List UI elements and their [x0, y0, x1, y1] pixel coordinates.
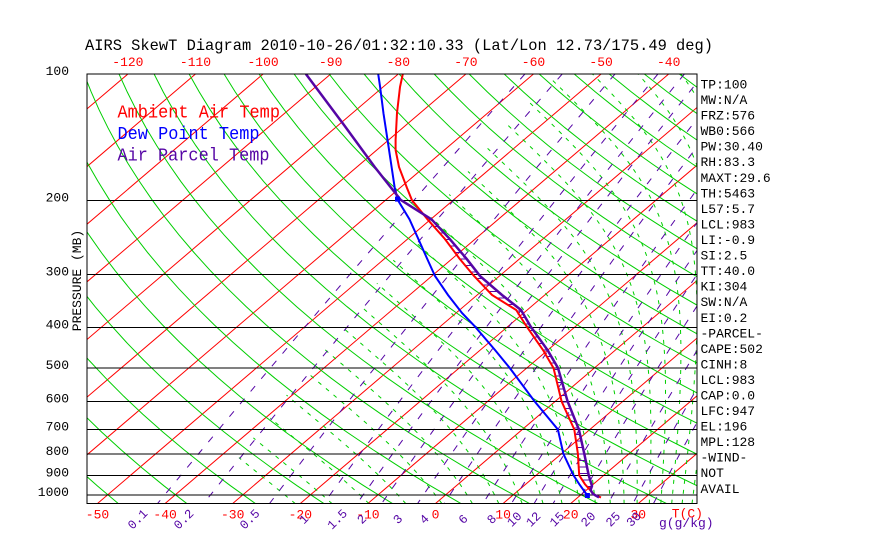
- svg-text:-110: -110: [180, 55, 211, 70]
- svg-text:Air Parcel Temp: Air Parcel Temp: [118, 146, 270, 167]
- svg-text:RH:83.3: RH:83.3: [701, 155, 756, 170]
- svg-text:L57:5.7: L57:5.7: [701, 202, 756, 217]
- svg-text:LCL:983: LCL:983: [701, 218, 756, 233]
- svg-text:SW:N/A: SW:N/A: [701, 295, 748, 310]
- svg-text:800: 800: [46, 444, 69, 459]
- svg-text:FRZ:576: FRZ:576: [701, 109, 756, 124]
- svg-text:20: 20: [563, 508, 579, 523]
- svg-text:-120: -120: [112, 55, 143, 70]
- svg-text:30: 30: [630, 508, 646, 523]
- svg-text:-40: -40: [153, 508, 176, 523]
- svg-text:SI:2.5: SI:2.5: [701, 249, 748, 264]
- svg-text:-WIND-: -WIND-: [701, 451, 748, 466]
- svg-text:Ambient Air Temp: Ambient Air Temp: [118, 103, 281, 124]
- svg-text:NOT: NOT: [701, 466, 725, 481]
- svg-text:EI:0.2: EI:0.2: [701, 311, 748, 326]
- svg-text:700: 700: [46, 420, 69, 435]
- svg-text:-80: -80: [387, 55, 410, 70]
- svg-text:100: 100: [46, 64, 69, 79]
- svg-text:WB0:566: WB0:566: [701, 124, 756, 139]
- svg-text:AIRS SkewT Diagram 2010-10-26/: AIRS SkewT Diagram 2010-10-26/01:32:10.3…: [85, 37, 713, 55]
- svg-text:Dew Point Temp: Dew Point Temp: [118, 124, 260, 145]
- svg-text:LI:-0.9: LI:-0.9: [701, 233, 756, 248]
- svg-text:CINH:8: CINH:8: [701, 357, 748, 372]
- svg-text:-50: -50: [589, 55, 612, 70]
- svg-text:KI:304: KI:304: [701, 280, 748, 295]
- svg-text:EL:196: EL:196: [701, 420, 748, 435]
- svg-text:-10: -10: [356, 508, 379, 523]
- svg-text:-100: -100: [247, 55, 278, 70]
- svg-text:T(C): T(C): [672, 507, 703, 522]
- svg-text:-30: -30: [221, 508, 244, 523]
- svg-text:AVAIL: AVAIL: [701, 482, 740, 497]
- svg-text:-70: -70: [454, 55, 477, 70]
- svg-text:-40: -40: [657, 55, 680, 70]
- svg-text:1000: 1000: [38, 485, 69, 500]
- svg-text:-50: -50: [86, 508, 109, 523]
- svg-text:300: 300: [46, 265, 69, 280]
- svg-text:LCL:983: LCL:983: [701, 373, 756, 388]
- svg-text:CAP:0.0: CAP:0.0: [701, 389, 756, 404]
- svg-text:MAXT:29.6: MAXT:29.6: [701, 171, 771, 186]
- svg-text:PW:30.40: PW:30.40: [701, 140, 763, 155]
- svg-text:g(g/kg): g(g/kg): [659, 516, 714, 531]
- svg-text:10: 10: [495, 508, 511, 523]
- svg-text:TP:100: TP:100: [701, 78, 748, 93]
- svg-text:-PARCEL-: -PARCEL-: [701, 326, 763, 341]
- svg-text:LFC:947: LFC:947: [701, 404, 756, 419]
- svg-text:500: 500: [46, 358, 69, 373]
- svg-text:-90: -90: [319, 55, 342, 70]
- svg-text:900: 900: [46, 466, 69, 481]
- svg-text:MPL:128: MPL:128: [701, 435, 756, 450]
- svg-text:-20: -20: [289, 508, 312, 523]
- svg-text:TH:5463: TH:5463: [701, 186, 756, 201]
- svg-text:0: 0: [432, 508, 440, 523]
- svg-text:TT:40.0: TT:40.0: [701, 264, 756, 279]
- svg-text:400: 400: [46, 317, 69, 332]
- svg-text:200: 200: [46, 191, 69, 206]
- svg-text:600: 600: [46, 391, 69, 406]
- svg-text:PRESSURE (MB): PRESSURE (MB): [70, 230, 85, 331]
- svg-text:MW:N/A: MW:N/A: [701, 93, 748, 108]
- svg-text:CAPE:502: CAPE:502: [701, 342, 763, 357]
- svg-text:-60: -60: [522, 55, 545, 70]
